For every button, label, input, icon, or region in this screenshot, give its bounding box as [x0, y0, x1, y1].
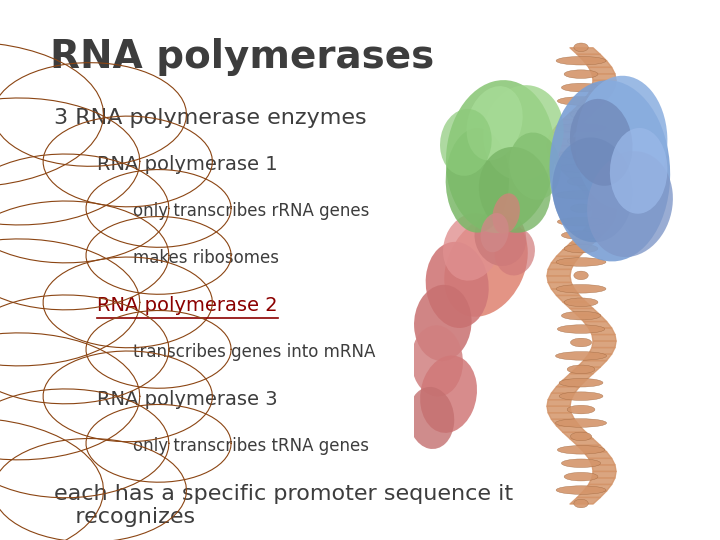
- Ellipse shape: [446, 128, 509, 233]
- Ellipse shape: [562, 312, 600, 320]
- Text: makes ribosomes: makes ribosomes: [133, 249, 279, 267]
- Ellipse shape: [492, 193, 520, 234]
- Ellipse shape: [567, 177, 595, 186]
- Ellipse shape: [575, 76, 667, 209]
- Ellipse shape: [574, 43, 588, 52]
- Ellipse shape: [559, 379, 603, 387]
- Ellipse shape: [559, 150, 603, 159]
- Text: RNA polymerase 3: RNA polymerase 3: [97, 390, 278, 409]
- Ellipse shape: [411, 325, 463, 397]
- Ellipse shape: [557, 218, 605, 226]
- Ellipse shape: [564, 298, 598, 307]
- Ellipse shape: [567, 365, 595, 374]
- Text: RNA polymerase 1: RNA polymerase 1: [97, 155, 278, 174]
- Ellipse shape: [474, 209, 526, 266]
- Ellipse shape: [467, 86, 523, 160]
- Ellipse shape: [570, 99, 633, 186]
- Ellipse shape: [557, 446, 605, 454]
- Ellipse shape: [426, 242, 489, 328]
- Text: 3 RNA polymerase enzymes: 3 RNA polymerase enzymes: [54, 108, 366, 128]
- Ellipse shape: [549, 80, 670, 261]
- Ellipse shape: [483, 85, 564, 180]
- Ellipse shape: [414, 285, 472, 361]
- Ellipse shape: [559, 164, 603, 172]
- Ellipse shape: [556, 352, 606, 360]
- Text: each has a specific promoter sequence it
   recognizes: each has a specific promoter sequence it…: [54, 484, 513, 527]
- Ellipse shape: [479, 147, 551, 233]
- Ellipse shape: [495, 228, 535, 275]
- Ellipse shape: [446, 80, 555, 233]
- Ellipse shape: [480, 213, 509, 252]
- Ellipse shape: [420, 355, 477, 433]
- Ellipse shape: [556, 486, 606, 494]
- Ellipse shape: [556, 418, 606, 427]
- Ellipse shape: [570, 338, 592, 347]
- Ellipse shape: [509, 132, 561, 200]
- Ellipse shape: [574, 499, 588, 508]
- Ellipse shape: [567, 137, 595, 145]
- Ellipse shape: [408, 387, 454, 449]
- Text: RNA polymerases: RNA polymerases: [50, 38, 435, 76]
- Ellipse shape: [552, 138, 633, 242]
- Text: transcribes genes into mRNA: transcribes genes into mRNA: [133, 343, 376, 361]
- Text: only transcribes tRNA genes: only transcribes tRNA genes: [133, 437, 369, 455]
- Ellipse shape: [567, 406, 595, 414]
- Ellipse shape: [570, 432, 592, 441]
- Text: only transcribes rRNA genes: only transcribes rRNA genes: [133, 202, 369, 220]
- Ellipse shape: [444, 215, 528, 317]
- Ellipse shape: [562, 83, 600, 92]
- Ellipse shape: [556, 57, 606, 65]
- Ellipse shape: [587, 151, 673, 257]
- Ellipse shape: [559, 392, 603, 401]
- Ellipse shape: [564, 244, 598, 253]
- Text: RNA polymerase 2: RNA polymerase 2: [97, 296, 278, 315]
- Ellipse shape: [557, 325, 605, 333]
- Ellipse shape: [564, 472, 598, 481]
- Ellipse shape: [556, 124, 606, 132]
- Ellipse shape: [562, 231, 600, 239]
- Ellipse shape: [556, 285, 606, 293]
- Ellipse shape: [570, 204, 592, 213]
- Ellipse shape: [440, 109, 492, 176]
- Ellipse shape: [610, 128, 667, 214]
- Ellipse shape: [574, 271, 588, 280]
- Ellipse shape: [443, 213, 500, 281]
- Ellipse shape: [556, 258, 606, 266]
- Ellipse shape: [556, 191, 606, 199]
- Ellipse shape: [562, 459, 600, 468]
- Ellipse shape: [564, 70, 598, 78]
- Ellipse shape: [557, 97, 605, 105]
- Ellipse shape: [570, 110, 592, 119]
